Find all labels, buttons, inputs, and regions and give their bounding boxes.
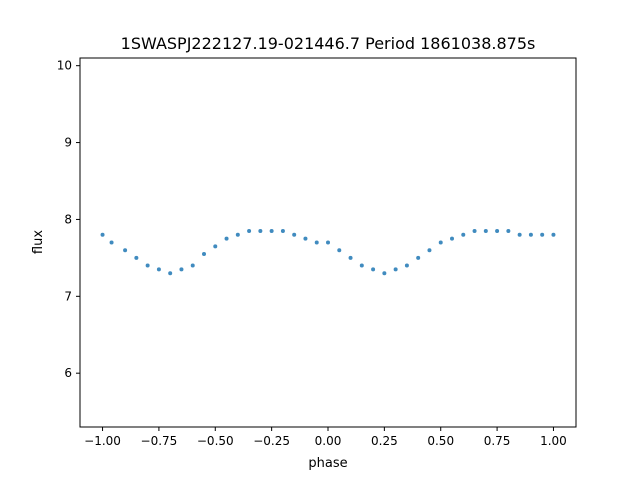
- x-tick-label: −0.50: [197, 434, 234, 448]
- data-point: [528, 232, 533, 237]
- data-point: [337, 248, 342, 253]
- data-point: [280, 228, 285, 233]
- data-point: [472, 228, 477, 233]
- x-tick-label: −1.00: [84, 434, 121, 448]
- data-point: [100, 232, 105, 237]
- data-point: [551, 232, 556, 237]
- data-point: [438, 240, 443, 245]
- data-point: [247, 228, 252, 233]
- y-axis-label: flux: [31, 230, 46, 254]
- data-point: [348, 255, 353, 260]
- data-point: [371, 267, 376, 272]
- x-tick-label: −0.75: [141, 434, 178, 448]
- data-point: [404, 263, 409, 268]
- y-tick-label: 7: [64, 289, 72, 303]
- data-point: [292, 232, 297, 237]
- x-tick-label: 0.75: [484, 434, 511, 448]
- data-point: [416, 255, 421, 260]
- data-point: [156, 267, 161, 272]
- chart-title: 1SWASPJ222127.19-021446.7 Period 1861038…: [121, 34, 536, 53]
- data-point: [269, 228, 274, 233]
- data-point: [168, 271, 173, 276]
- data-point: [393, 267, 398, 272]
- y-axis: 6 7 8 9 10: [57, 59, 80, 380]
- data-point: [179, 267, 184, 272]
- data-point: [506, 228, 511, 233]
- data-point: [235, 232, 240, 237]
- scatter-points: [100, 228, 556, 276]
- x-tick-label: 1.00: [540, 434, 567, 448]
- y-tick-label: 10: [57, 59, 72, 73]
- data-point: [517, 232, 522, 237]
- x-tick-label: 0.25: [371, 434, 398, 448]
- x-axis: −1.00 −0.75 −0.50 −0.25 0.00 0.25 0.50 0.75 1.00: [84, 427, 567, 448]
- data-point: [461, 232, 466, 237]
- data-point: [213, 244, 218, 249]
- data-point: [359, 263, 364, 268]
- data-point: [483, 228, 488, 233]
- data-point: [258, 228, 263, 233]
- data-point: [134, 255, 139, 260]
- x-tick-label: 0.50: [427, 434, 454, 448]
- data-point: [495, 228, 500, 233]
- x-tick-label: −0.25: [253, 434, 290, 448]
- x-tick-label: 0.00: [315, 434, 342, 448]
- data-point: [123, 248, 128, 253]
- data-point: [224, 236, 229, 241]
- y-tick-label: 9: [64, 136, 72, 150]
- data-point: [190, 263, 195, 268]
- data-point: [202, 252, 206, 257]
- y-tick-label: 6: [64, 366, 72, 380]
- data-point: [314, 240, 319, 245]
- data-point: [326, 240, 330, 245]
- y-tick-label: 8: [64, 212, 72, 226]
- data-point: [540, 232, 545, 237]
- data-point: [427, 248, 432, 253]
- data-point: [382, 271, 387, 276]
- data-point: [450, 236, 454, 241]
- data-point: [145, 263, 150, 268]
- data-point: [303, 236, 308, 241]
- data-point: [109, 240, 114, 245]
- x-axis-label: phase: [308, 456, 347, 471]
